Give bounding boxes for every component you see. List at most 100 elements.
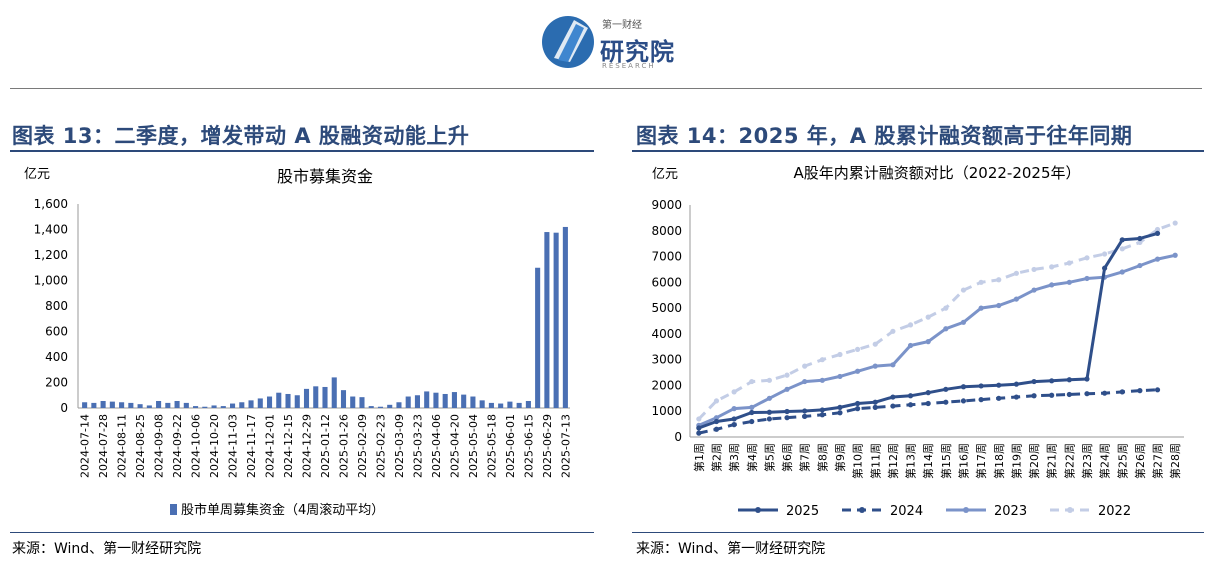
left-y-tick-label: 1,000	[34, 274, 68, 288]
point-2023	[731, 406, 737, 412]
point-2022	[1172, 220, 1178, 226]
left-x-tick-label: 2025-06-15	[522, 414, 535, 478]
bar	[488, 402, 494, 408]
left-x-tick-label: 2024-09-08	[153, 414, 166, 478]
bar	[331, 377, 337, 408]
point-2025	[872, 399, 878, 405]
bar	[322, 386, 328, 408]
series-line-2022	[697, 221, 1176, 421]
bar	[516, 402, 522, 408]
right-x-tick-label: 第11周	[868, 443, 882, 479]
left-x-tick-label: 2024-07-28	[97, 414, 110, 478]
left-x-tick-label: 2025-02-09	[356, 414, 369, 478]
left-x-tick-label: 2025-03-09	[393, 414, 406, 478]
right-y-unit: 亿元	[652, 167, 678, 182]
point-2022	[837, 351, 843, 358]
logo: 第一财经 研究院 RESEARCH	[540, 10, 690, 74]
point-2023	[749, 404, 755, 410]
right-x-tick-label: 第16周	[956, 443, 970, 479]
header-divider	[10, 88, 1202, 89]
left-x-tick-label: 2025-02-23	[374, 414, 387, 478]
right-chart-title: A股年内累计融资额对比（2022-2025年）	[793, 164, 1080, 182]
bar	[377, 406, 384, 408]
point-2022	[784, 372, 790, 378]
point-2023	[837, 373, 843, 380]
bar	[451, 392, 457, 408]
point-2024	[713, 426, 720, 432]
legend-marker-2023	[963, 507, 969, 513]
bar	[146, 405, 152, 408]
right-x-tick-label: 第19周	[1009, 443, 1023, 479]
left-source-rule	[10, 532, 594, 533]
right-y-tick-label: 7000	[651, 250, 682, 264]
left-heading: 图表 13：二季度，增发带动 A 股融资动能上升	[12, 124, 470, 148]
point-2024	[837, 410, 843, 416]
legend-marker-2025	[755, 507, 761, 513]
right-x-tick-label: 第8周	[815, 443, 829, 472]
logo-emblem-icon	[542, 16, 594, 68]
point-2025	[749, 409, 755, 416]
point-2023	[1154, 256, 1161, 262]
point-2024	[1102, 390, 1108, 396]
left-legend-label: 股市单周募集资金（4周滚动平均）	[181, 502, 384, 518]
left-y-tick-label: 0	[60, 401, 68, 415]
legend-marker-2022	[1067, 507, 1073, 513]
point-2023	[855, 368, 861, 374]
right-x-tick-label: 第20周	[1027, 443, 1041, 479]
point-2025	[837, 404, 843, 410]
point-2024	[819, 412, 825, 418]
point-2025	[1102, 265, 1108, 271]
point-2025	[890, 394, 896, 400]
right-x-tick-label: 第28周	[1168, 443, 1182, 479]
point-2022	[1049, 264, 1055, 270]
point-2022	[1119, 246, 1125, 252]
left-x-tick-label: 2024-08-25	[134, 414, 147, 478]
right-y-tick-label: 6000	[651, 275, 682, 289]
left-y-tick-label: 1,600	[34, 197, 68, 211]
bar	[294, 395, 300, 408]
point-2022	[766, 377, 772, 383]
point-2022	[1084, 255, 1090, 261]
bar	[266, 396, 273, 408]
bar	[368, 406, 374, 408]
left-x-tick-label: 2024-12-29	[301, 414, 314, 478]
left-y-unit: 亿元	[24, 167, 50, 182]
point-2023	[925, 339, 931, 345]
point-2025	[713, 418, 720, 425]
bar	[82, 402, 88, 408]
legend-label-2023: 2023	[994, 504, 1027, 519]
bar	[350, 396, 356, 408]
bar	[137, 404, 143, 408]
point-2023	[907, 342, 914, 349]
point-2023	[802, 378, 808, 385]
right-heading: 图表 14：2025 年，A 股累计融资额高于往年同期	[636, 124, 1133, 148]
point-2024	[1137, 388, 1143, 394]
bar	[230, 403, 236, 408]
point-2024	[802, 413, 808, 419]
left-x-tick-label: 2024-09-22	[171, 414, 184, 478]
bar	[109, 401, 115, 408]
point-2024	[872, 404, 878, 410]
point-2023	[1031, 287, 1037, 293]
left-x-tick-label: 2025-01-26	[337, 414, 350, 478]
right-x-tick-label: 第25周	[1115, 443, 1129, 479]
left-x-tick-label: 2025-03-23	[411, 414, 424, 478]
bar	[211, 405, 217, 408]
point-2024	[1084, 391, 1090, 397]
point-2022	[802, 363, 808, 369]
left-x-tick-label: 2024-11-17	[245, 414, 258, 478]
bar	[91, 402, 97, 408]
point-2024	[1013, 394, 1019, 400]
left-x-tick-label: 2024-10-20	[208, 414, 221, 478]
point-2025	[1137, 235, 1143, 242]
point-2025	[996, 382, 1002, 388]
point-2023	[960, 319, 967, 325]
bar	[340, 390, 347, 408]
bar	[257, 398, 263, 408]
point-2025	[907, 393, 914, 399]
left-y-tick-label: 200	[45, 376, 68, 390]
left-y-tick-label: 800	[45, 299, 68, 313]
right-source-rule	[632, 532, 1204, 533]
point-2022	[978, 279, 984, 285]
right-y-tick-label: 1000	[651, 404, 682, 418]
